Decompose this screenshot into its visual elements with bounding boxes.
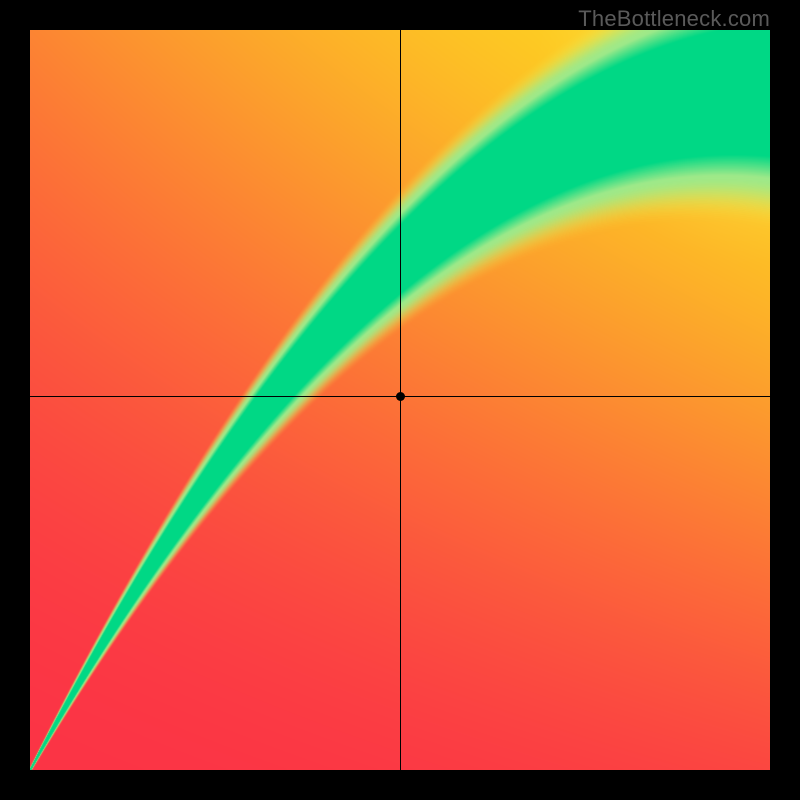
crosshair-marker-dot	[396, 392, 405, 401]
watermark-text: TheBottleneck.com	[578, 6, 770, 32]
